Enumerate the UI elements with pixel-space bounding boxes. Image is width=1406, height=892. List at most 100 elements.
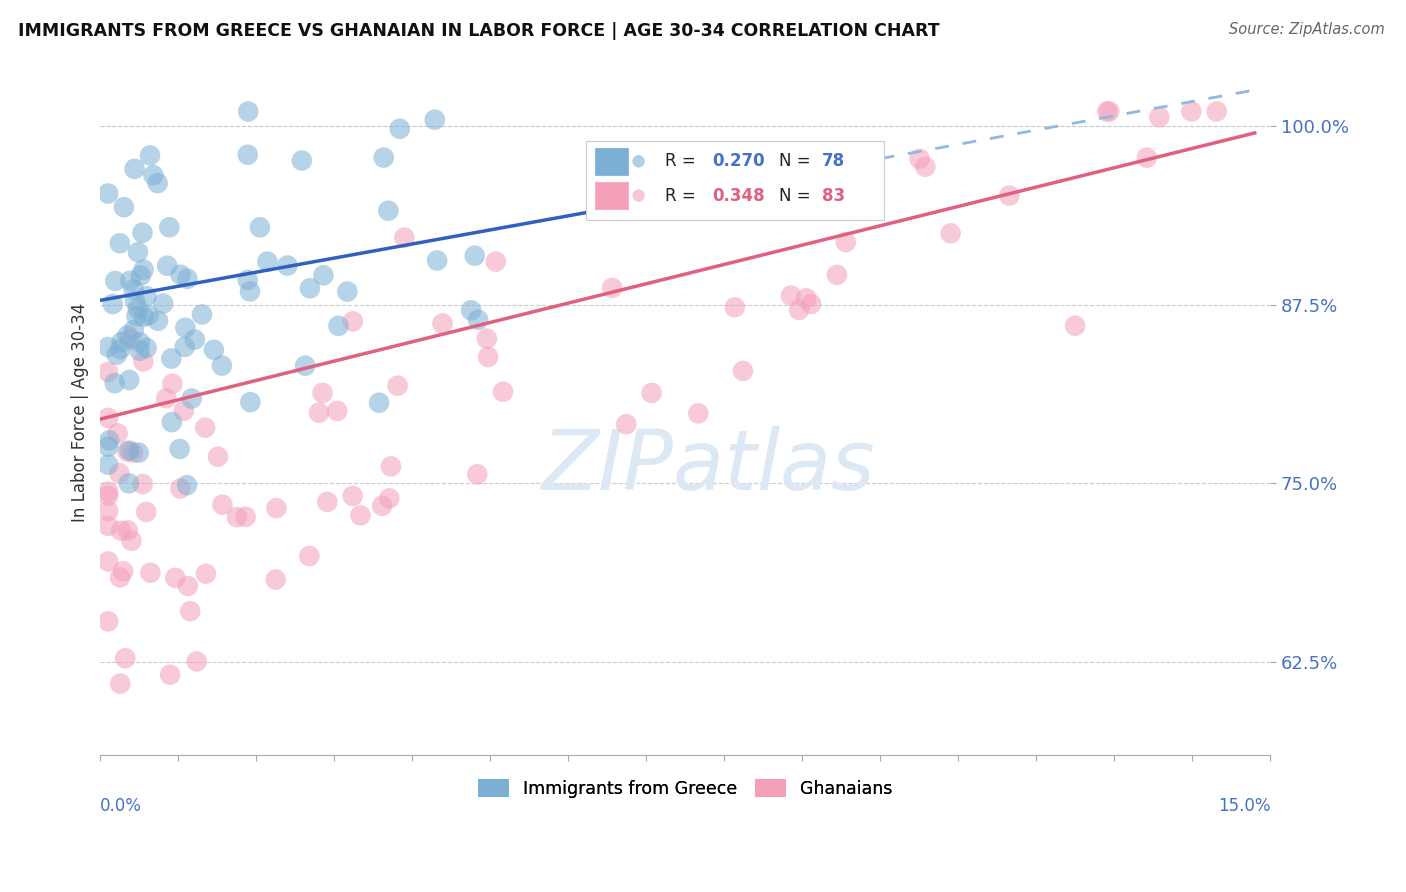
Point: [152, 296, 174, 310]
Point: [311, 385, 333, 400]
Point: [256, 254, 278, 268]
Point: [640, 386, 662, 401]
Point: [308, 406, 330, 420]
Point: [124, 293, 146, 308]
Point: [688, 406, 710, 420]
Point: [1180, 104, 1202, 119]
FancyBboxPatch shape: [586, 141, 884, 219]
Point: [294, 359, 316, 373]
Point: [97, 458, 120, 472]
Point: [97, 186, 120, 201]
Point: [298, 549, 321, 563]
Point: [780, 288, 803, 302]
Point: [104, 376, 127, 391]
Point: [1147, 110, 1170, 124]
Point: [132, 262, 155, 277]
Text: Source: ZipAtlas.com: Source: ZipAtlas.com: [1229, 22, 1385, 37]
Point: [394, 230, 416, 244]
Point: [169, 268, 191, 282]
Point: [378, 491, 401, 506]
Point: [157, 220, 180, 235]
Point: [121, 533, 143, 548]
Text: 15.0%: 15.0%: [1218, 797, 1271, 814]
Point: [835, 235, 858, 249]
Point: [120, 332, 142, 346]
Point: [914, 160, 936, 174]
Point: [326, 404, 349, 418]
Point: [122, 445, 145, 459]
Text: R =: R =: [665, 153, 702, 170]
Point: [432, 317, 454, 331]
Point: [129, 268, 152, 283]
Point: [998, 188, 1021, 202]
Point: [110, 342, 132, 356]
Point: [426, 253, 449, 268]
Point: [239, 395, 262, 409]
Point: [159, 667, 181, 681]
Point: [127, 301, 149, 316]
Point: [110, 676, 132, 690]
Point: [731, 364, 754, 378]
Point: [349, 508, 371, 523]
Point: [614, 417, 637, 432]
Point: [236, 273, 259, 287]
Point: [194, 566, 217, 581]
Point: [135, 289, 157, 303]
Point: [191, 308, 214, 322]
Point: [312, 268, 335, 283]
Text: 78: 78: [823, 153, 845, 170]
Point: [328, 318, 350, 333]
Point: [156, 259, 179, 273]
Point: [202, 343, 225, 357]
Point: [97, 554, 120, 568]
Point: [336, 285, 359, 299]
Point: [98, 434, 121, 448]
Point: [124, 161, 146, 176]
Point: [169, 442, 191, 456]
Point: [128, 343, 150, 358]
FancyBboxPatch shape: [595, 182, 628, 210]
Point: [291, 153, 314, 168]
Point: [128, 335, 150, 350]
Point: [132, 310, 155, 324]
Point: [464, 249, 486, 263]
Point: [110, 524, 132, 538]
Point: [467, 312, 489, 326]
Point: [266, 501, 288, 516]
Point: [377, 203, 399, 218]
Legend: Immigrants from Greece, Ghanaians: Immigrants from Greece, Ghanaians: [471, 772, 900, 805]
Point: [97, 410, 120, 425]
Point: [107, 426, 129, 441]
Point: [460, 303, 482, 318]
Point: [194, 420, 217, 434]
Point: [264, 573, 287, 587]
Point: [118, 443, 141, 458]
Point: [342, 489, 364, 503]
Point: [423, 112, 446, 127]
Point: [132, 477, 155, 491]
Point: [128, 445, 150, 459]
Point: [135, 341, 157, 355]
Point: [97, 365, 120, 379]
Point: [104, 274, 127, 288]
Point: [120, 274, 142, 288]
Point: [600, 281, 623, 295]
Point: [142, 168, 165, 182]
Point: [146, 176, 169, 190]
Point: [97, 489, 120, 503]
Text: N =: N =: [779, 186, 815, 204]
Point: [117, 444, 139, 458]
Text: N =: N =: [779, 153, 815, 170]
Point: [387, 378, 409, 392]
Text: 0.0%: 0.0%: [100, 797, 142, 814]
Point: [114, 651, 136, 665]
Point: [97, 440, 120, 454]
Point: [108, 570, 131, 584]
Point: [160, 351, 183, 366]
Point: [125, 310, 148, 324]
Point: [173, 403, 195, 417]
Point: [160, 415, 183, 429]
Point: [226, 510, 249, 524]
Point: [155, 392, 177, 406]
Point: [477, 350, 499, 364]
